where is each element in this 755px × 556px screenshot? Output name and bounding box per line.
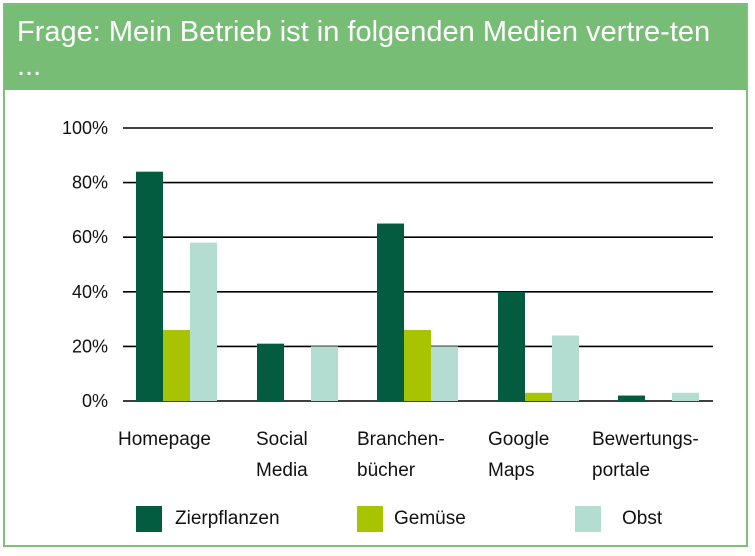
legend-label: Obst (622, 508, 663, 529)
legend-swatch (575, 506, 601, 532)
bar (136, 171, 163, 401)
x-category-label: Branchen- (357, 429, 445, 450)
y-tick-label: 40% (72, 282, 108, 302)
header-banner: Frage: Mein Betrieb ist in folgenden Med… (5, 5, 746, 90)
legend: Zierpflanzen Gemüse Obst (136, 506, 663, 532)
bar (498, 291, 525, 401)
x-category-label: bücher (357, 460, 416, 481)
legend-swatch (136, 506, 162, 532)
x-axis-categories: Homepage Social Media Branchen-bücher Google… (118, 429, 699, 481)
y-axis-ticks: 0% 20% 40% 60% 80% 100% (62, 118, 108, 411)
x-category-label: Media (256, 460, 308, 481)
bar (311, 346, 338, 401)
legend-label: Gemüse (394, 508, 466, 529)
chart-frame: Frage: Mein Betrieb ist in folgenden Med… (3, 3, 748, 547)
x-category-label: Maps (488, 460, 534, 481)
bar (404, 330, 431, 401)
y-tick-label: 0% (82, 391, 108, 411)
bar (257, 343, 284, 401)
bars (136, 171, 699, 401)
y-tick-label: 60% (72, 227, 108, 247)
legend-swatch (357, 506, 383, 532)
x-category-label: Homepage (118, 429, 211, 450)
bar (552, 335, 579, 401)
y-tick-label: 20% (72, 336, 108, 356)
chart-title: Frage: Mein Betrieb ist in folgenden Med… (17, 16, 711, 82)
x-category-label: Social (256, 429, 308, 450)
y-tick-label: 80% (72, 173, 108, 193)
bar (618, 395, 645, 401)
x-category-label: Google (488, 429, 549, 450)
x-category-label: Bewertungs- (592, 429, 699, 450)
bar (163, 330, 190, 401)
x-category-label: portale (592, 460, 650, 481)
legend-label: Zierpflanzen (175, 508, 280, 529)
y-tick-label: 100% (62, 118, 108, 138)
bar (525, 392, 552, 401)
bar (672, 392, 699, 401)
bar (431, 346, 458, 401)
bar (377, 223, 404, 401)
bar (190, 242, 217, 401)
